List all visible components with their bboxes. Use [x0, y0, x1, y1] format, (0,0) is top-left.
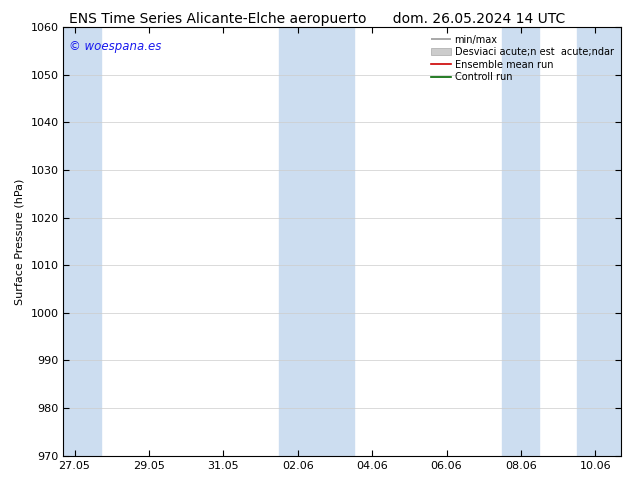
Y-axis label: Surface Pressure (hPa): Surface Pressure (hPa) [15, 178, 25, 304]
Bar [316, 27, 354, 456]
Bar [502, 27, 540, 456]
Legend: min/max, Desviaci acute;n est  acute;ndar, Ensemble mean run, Controll run: min/max, Desviaci acute;n est acute;ndar… [429, 32, 616, 85]
Bar [63, 27, 101, 456]
Bar [577, 27, 621, 456]
Text: © woespana.es: © woespana.es [69, 40, 162, 53]
Bar [279, 27, 316, 456]
Text: ENS Time Series Alicante-Elche aeropuerto      dom. 26.05.2024 14 UTC: ENS Time Series Alicante-Elche aeropuert… [69, 12, 565, 26]
